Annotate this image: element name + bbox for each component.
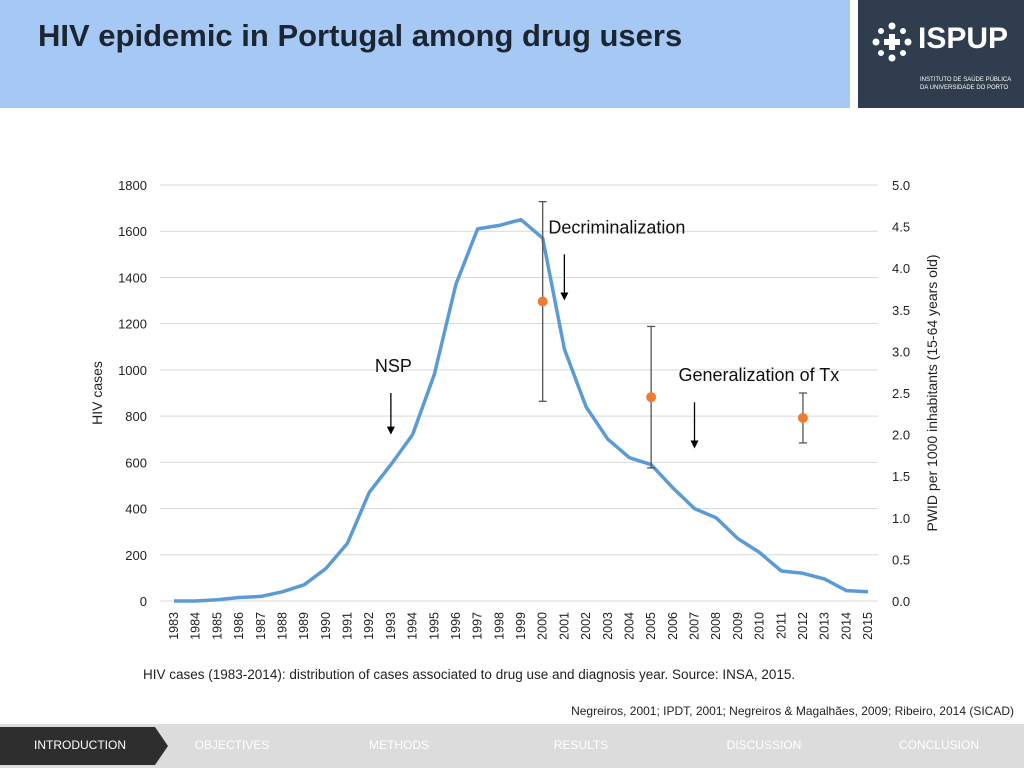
- y2-tick-label: 1.0: [892, 511, 910, 526]
- y-tick-label: 1400: [118, 270, 147, 285]
- x-tick-label: 2010: [753, 612, 767, 640]
- references: Negreiros, 2001; IPDT, 2001; Negreiros &…: [571, 704, 1014, 718]
- y-tick-label: 0: [140, 594, 147, 609]
- x-tick-label: 2012: [796, 612, 810, 640]
- pwid-point: [537, 296, 548, 307]
- x-tick-label: 1988: [275, 612, 289, 640]
- chart-caption: HIV cases (1983-2014): distribution of c…: [143, 667, 796, 682]
- x-tick-label: 2015: [861, 612, 875, 640]
- x-tick-label: 1983: [167, 612, 181, 640]
- x-tick-label: 2000: [536, 612, 550, 640]
- header-banner: HIV epidemic in Portugal among drug user…: [0, 0, 850, 108]
- right-axis-label: PWID per 1000 inhabitants (15-64 years o…: [924, 254, 940, 531]
- y-tick-label: 600: [125, 455, 147, 470]
- logo-name: ISPUP: [918, 22, 1009, 55]
- x-tick-label: 1998: [492, 612, 506, 640]
- y2-tick-label: 3.5: [892, 303, 910, 318]
- ispup-logo: ISPUP INSTITUTO DE SAÚDE PÚBLICA DA UNIV…: [858, 0, 1024, 108]
- x-axis-ticks: 1983 1984 1985 1986 1987 1988 1989 1990 1991 1992…: [167, 612, 875, 640]
- y2-tick-label: 4.5: [892, 220, 910, 235]
- x-tick-label: 1996: [449, 612, 463, 640]
- annotation-label: Decriminalization: [548, 217, 685, 237]
- annotation-label: Generalization of Tx: [679, 365, 840, 385]
- x-tick-label: 2007: [688, 612, 702, 640]
- nav-discussion[interactable]: DISCUSSION: [726, 738, 802, 752]
- y2-tick-label: 0.0: [892, 594, 910, 609]
- section-nav: INTRODUCTION OBJECTIVES METHODS RESULTS …: [0, 724, 1024, 768]
- nav-conclusion[interactable]: CONCLUSION: [898, 738, 979, 752]
- y-tick-label: 400: [125, 502, 147, 517]
- x-tick-label: 2014: [839, 612, 853, 640]
- x-tick-label: 2005: [644, 612, 658, 640]
- chart-annotations: NSP Decriminalization Generalization of Tx: [375, 217, 840, 449]
- x-tick-label: 2006: [666, 612, 680, 640]
- y2-tick-label: 0.5: [892, 552, 910, 567]
- pwid-points: [537, 200, 808, 469]
- y2-tick-label: 2.5: [892, 386, 910, 401]
- x-tick-label: 1989: [297, 612, 311, 640]
- y2-tick-label: 4.0: [892, 261, 910, 276]
- left-axis-label: HIV cases: [89, 361, 105, 425]
- annotation-arrowhead: [386, 426, 395, 435]
- series-line-hiv-cases: [174, 217, 869, 603]
- y-tick-label: 1200: [118, 317, 147, 332]
- left-axis-ticks: 0 200 400 600 800 1000 1200 1400 1600 1800: [118, 178, 147, 609]
- y-tick-label: 1000: [118, 363, 147, 378]
- y2-tick-label: 2.0: [892, 428, 910, 443]
- x-tick-label: 1984: [189, 612, 203, 640]
- y2-tick-label: 1.5: [892, 469, 910, 484]
- x-tick-label: 1992: [362, 612, 376, 640]
- x-tick-label: 1986: [232, 612, 246, 640]
- annotation-arrowhead: [690, 440, 699, 449]
- x-tick-label: 2008: [709, 612, 723, 640]
- y2-tick-label: 3.0: [892, 344, 910, 359]
- x-tick-label: 1985: [210, 612, 224, 640]
- annotation-arrowhead: [560, 292, 569, 301]
- hiv-chart: 0 200 400 600 800 1000 1200 1400 1600 1800 0.0 0.5…: [89, 178, 940, 640]
- x-tick-label: 2011: [774, 612, 788, 639]
- annotation-label: NSP: [375, 356, 412, 376]
- y-tick-label: 1800: [118, 178, 147, 193]
- y2-tick-label: 5.0: [892, 178, 910, 193]
- x-tick-label: 1993: [384, 612, 398, 640]
- x-tick-label: 1999: [514, 612, 528, 640]
- x-tick-label: 1990: [319, 612, 333, 640]
- logo-subtitle-line1: INSTITUTO DE SAÚDE PÚBLICA: [920, 77, 1012, 83]
- nav-results[interactable]: RESULTS: [553, 738, 609, 752]
- x-tick-label: 2009: [731, 612, 745, 640]
- x-tick-label: 2013: [818, 612, 832, 640]
- x-tick-label: 2003: [601, 612, 615, 640]
- x-tick-label: 1994: [406, 612, 420, 640]
- nav-active-arrow: [0, 727, 168, 765]
- y-tick-label: 200: [125, 548, 147, 563]
- y-tick-label: 1600: [118, 224, 147, 239]
- x-tick-label: 2002: [579, 612, 593, 640]
- pwid-point: [797, 412, 808, 423]
- y-tick-label: 800: [125, 409, 147, 424]
- x-tick-label: 1997: [471, 612, 485, 640]
- x-tick-label: 1995: [427, 612, 441, 640]
- right-axis-ticks: 0.0 0.5 1.0 1.5 2.0 2.5 3.0 3.5 4.0 4.5 5.0: [892, 178, 910, 609]
- x-tick-label: 2004: [622, 612, 636, 640]
- logo-subtitle: INSTITUTO DE SAÚDE PÚBLICA DA UNIVERSIDA…: [920, 76, 1020, 92]
- nav-introduction[interactable]: INTRODUCTION: [34, 738, 126, 752]
- x-tick-label: 1991: [341, 612, 355, 640]
- nav-methods[interactable]: METHODS: [369, 738, 429, 752]
- pwid-point: [646, 392, 657, 403]
- logo-emblem-icon: [872, 22, 912, 62]
- nav-objectives[interactable]: OBJECTIVES: [194, 738, 270, 752]
- page-title: HIV epidemic in Portugal among drug user…: [38, 18, 683, 53]
- x-tick-label: 2001: [557, 612, 571, 640]
- logo-subtitle-line2: DA UNIVERSIDADE DO PORTO: [920, 85, 1009, 91]
- chart-gridlines: [160, 184, 878, 602]
- x-tick-label: 1987: [254, 612, 268, 640]
